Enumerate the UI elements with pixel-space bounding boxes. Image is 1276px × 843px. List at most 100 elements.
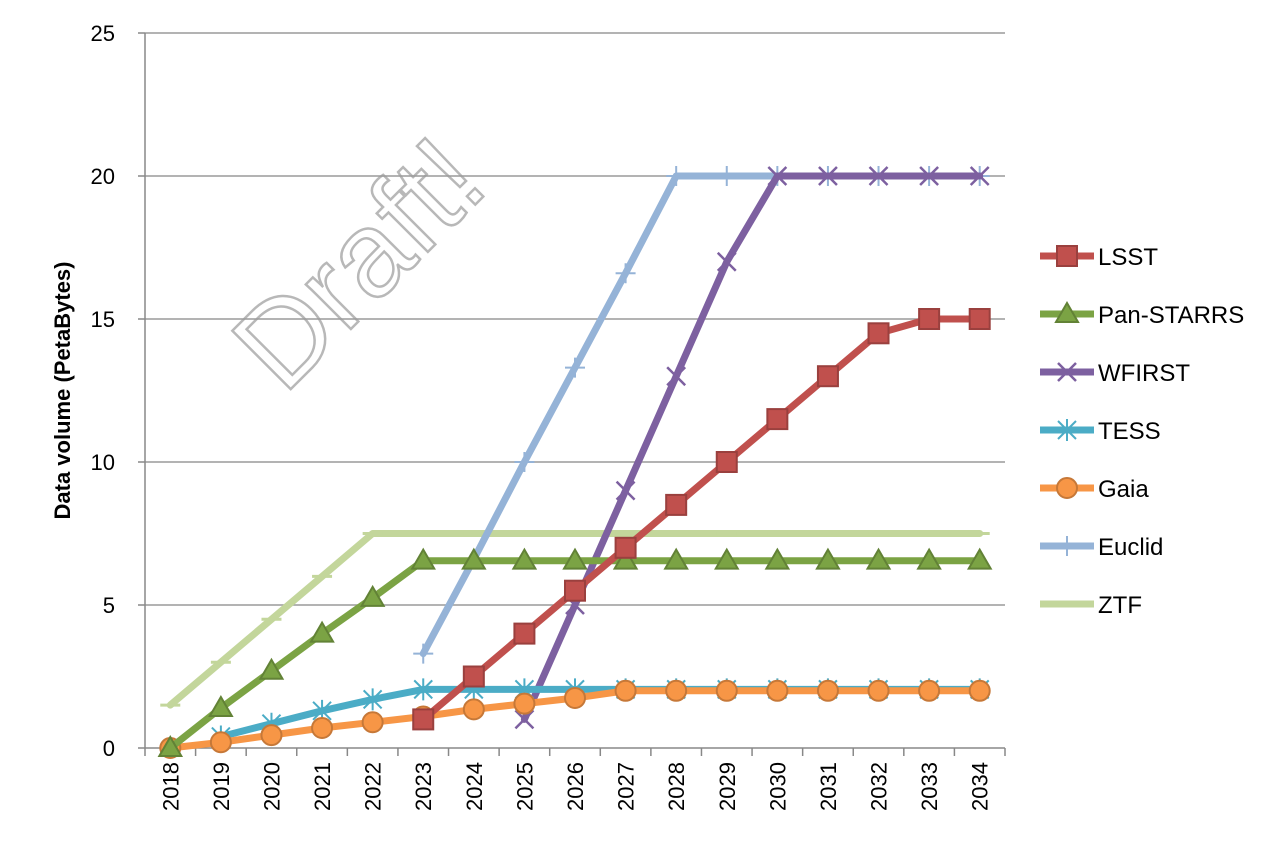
data-point [564,686,586,709]
data-point [865,547,892,570]
data-point [258,657,285,680]
data-point [461,547,487,570]
data-point [413,643,434,664]
data-point [615,263,636,284]
data-point [614,679,637,702]
legend-label: ZTF [1098,592,1142,619]
x-tick-label: 2026 [563,762,588,811]
data-point [666,166,687,186]
x-tick-label: 2029 [715,762,740,811]
x-tick-label: 2022 [361,762,386,811]
series-euclid [413,166,990,664]
data-point [311,716,334,739]
gridlines [145,32,1005,606]
data-point [968,679,991,702]
y-tick-label: 0 [103,736,115,761]
x-tick-label: 2025 [512,762,537,811]
data-point [815,547,841,570]
legend-item: ZTF [1040,592,1142,619]
data-point [562,547,588,570]
data-point [714,547,740,570]
data-point [918,679,941,702]
legend-swatch-marker [1057,536,1077,556]
legend-swatch-marker [1056,477,1078,499]
data-point [208,694,234,717]
legend-label: LSST [1098,244,1158,271]
x-tick-label: 2020 [259,762,284,811]
data-point [918,308,941,330]
data-point [564,579,586,602]
legend-swatch-marker [1057,362,1077,382]
series-ztf [160,530,990,709]
series-line [419,172,984,658]
series-line [419,315,984,723]
x-tick-label: 2031 [816,762,841,811]
data-point [514,452,535,472]
data-point [612,547,639,570]
data-point [816,365,839,388]
data-point [511,547,538,570]
data-point [565,357,585,378]
legend-label: WFIRST [1098,360,1190,387]
legend-swatch-marker [1056,245,1078,267]
legend-swatch-marker [1054,301,1080,323]
legend-item: WFIRST [1040,360,1190,387]
data-point [715,451,738,473]
series-wfirst [514,166,990,730]
data-point [514,709,535,730]
data-point [867,322,890,345]
data-point [410,547,436,570]
legend-item: TESS [1040,418,1161,445]
data-point [462,698,485,721]
legend-label: TESS [1098,418,1161,445]
y-tick-label: 20 [91,164,115,189]
legend-swatch-marker [1057,419,1077,441]
x-tick-label: 2023 [411,762,436,811]
x-tick-label: 2019 [209,762,234,811]
data-point [969,166,990,186]
data-point [716,251,737,272]
x-tick-label: 2033 [917,762,942,811]
data-point [412,708,435,731]
data-point [513,622,536,645]
x-tick-label: 2032 [867,762,892,811]
watermark: Draft! [206,111,511,416]
data-point [767,166,788,186]
data-point [867,679,890,702]
x-tick-label: 2027 [614,762,639,811]
y-tick-label: 5 [103,593,115,618]
series-line [520,172,984,723]
data-point [665,493,688,516]
data-point [209,731,232,754]
data-point [766,408,789,431]
data-point [359,584,386,607]
data-point [818,166,838,186]
y-tick-label: 15 [91,307,115,332]
data-point [614,536,637,559]
legend: LSST Pan-STARRS WFIRST TESS Gaia Euclid ZTF [1040,244,1244,619]
data-point [663,547,689,570]
data-point [766,679,789,702]
data-point [513,692,536,715]
data-point [615,480,636,501]
x-tick-label: 2034 [968,762,993,811]
data-point [715,679,738,702]
legend-label: Pan-STARRS [1098,302,1244,329]
draft-watermark: Draft! [207,112,509,414]
y-tick-label: 10 [91,450,115,475]
series [157,166,993,759]
legend-item: Gaia [1040,476,1149,503]
data-point [362,688,383,711]
legend-label: Euclid [1098,534,1163,561]
data-point [716,166,737,186]
series-pan-starrs [157,547,993,757]
data-point [361,711,384,734]
data-point [868,166,889,186]
data-point [413,678,433,701]
data-point [764,547,791,570]
x-tick-label: 2024 [462,762,487,811]
x-tick-label: 2018 [158,762,183,811]
